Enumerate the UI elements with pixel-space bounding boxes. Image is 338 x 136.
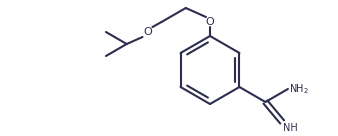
Text: O: O [143,27,152,37]
Text: NH$_2$: NH$_2$ [289,82,309,96]
Text: NH: NH [283,123,298,133]
Text: O: O [206,17,214,27]
